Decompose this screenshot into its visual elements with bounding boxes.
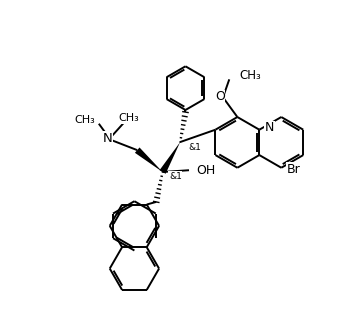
Text: OH: OH — [197, 164, 216, 177]
Text: N: N — [265, 122, 274, 134]
Polygon shape — [159, 142, 180, 174]
Text: N: N — [103, 132, 113, 145]
Text: O: O — [215, 91, 225, 103]
Text: CH₃: CH₃ — [118, 113, 139, 123]
Polygon shape — [135, 148, 163, 172]
Text: &1: &1 — [188, 143, 201, 152]
Text: CH₃: CH₃ — [239, 69, 261, 82]
Text: &1: &1 — [169, 172, 182, 181]
Text: CH₃: CH₃ — [75, 115, 95, 125]
Text: Br: Br — [286, 163, 300, 176]
